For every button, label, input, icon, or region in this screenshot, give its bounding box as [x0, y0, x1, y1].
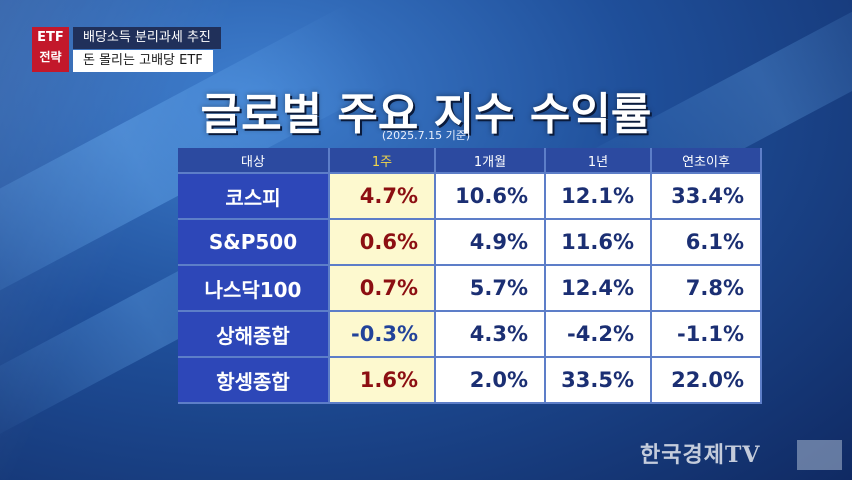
cell-1-year: 12.1%	[546, 174, 652, 220]
cell-1-year: -4.2%	[546, 312, 652, 358]
cell-1-year: 11.6%	[546, 220, 652, 266]
logo-mark	[797, 440, 842, 470]
tagline-primary: 배당소득 분리과세 추진	[73, 27, 221, 49]
row-label: S&P500	[178, 220, 330, 266]
date-note: (2025.7.15 기준)	[381, 129, 471, 142]
cell-ytd: 33.4%	[652, 174, 762, 220]
cell-1-month: 5.7%	[436, 266, 546, 312]
table-row: 나스닥100 0.7% 5.7% 12.4% 7.8%	[178, 266, 762, 312]
badge-line-1: ETF	[37, 30, 64, 45]
cell-1-week: -0.3%	[330, 312, 436, 358]
header-1-year: 1년	[546, 148, 652, 174]
tagline-secondary: 돈 몰리는 고배당 ETF	[73, 50, 213, 72]
cell-1-week: 4.7%	[330, 174, 436, 220]
page-title: 글로벌 주요 지수 수익률	[200, 89, 652, 140]
table-header-row: 대상 1주 1개월 1년 연초이후	[178, 148, 762, 174]
returns-table: 대상 1주 1개월 1년 연초이후 코스피 4.7% 10.6% 12.1% 3…	[178, 148, 762, 404]
cell-ytd: 22.0%	[652, 358, 762, 404]
cell-1-week: 0.6%	[330, 220, 436, 266]
broadcaster-logo: 한국경제TV	[640, 442, 761, 468]
etf-strategy-badge: ETF 전략	[32, 27, 69, 72]
cell-ytd: -1.1%	[652, 312, 762, 358]
cell-1-week: 1.6%	[330, 358, 436, 404]
row-label: 항셍종합	[178, 358, 330, 404]
cell-1-month: 10.6%	[436, 174, 546, 220]
cell-ytd: 6.1%	[652, 220, 762, 266]
row-label: 상해종합	[178, 312, 330, 358]
cell-1-month: 4.9%	[436, 220, 546, 266]
cell-1-year: 12.4%	[546, 266, 652, 312]
header-1-month: 1개월	[436, 148, 546, 174]
header-ytd: 연초이후	[652, 148, 762, 174]
cell-1-year: 33.5%	[546, 358, 652, 404]
table-row: 항셍종합 1.6% 2.0% 33.5% 22.0%	[178, 358, 762, 404]
table-row: 상해종합 -0.3% 4.3% -4.2% -1.1%	[178, 312, 762, 358]
table-row: S&P500 0.6% 4.9% 11.6% 6.1%	[178, 220, 762, 266]
cell-ytd: 7.8%	[652, 266, 762, 312]
header-1-week: 1주	[330, 148, 436, 174]
row-label: 나스닥100	[178, 266, 330, 312]
header-target: 대상	[178, 148, 330, 174]
cell-1-week: 0.7%	[330, 266, 436, 312]
table-row: 코스피 4.7% 10.6% 12.1% 33.4%	[178, 174, 762, 220]
cell-1-month: 2.0%	[436, 358, 546, 404]
cell-1-month: 4.3%	[436, 312, 546, 358]
badge-line-2: 전략	[39, 50, 62, 64]
row-label: 코스피	[178, 174, 330, 220]
